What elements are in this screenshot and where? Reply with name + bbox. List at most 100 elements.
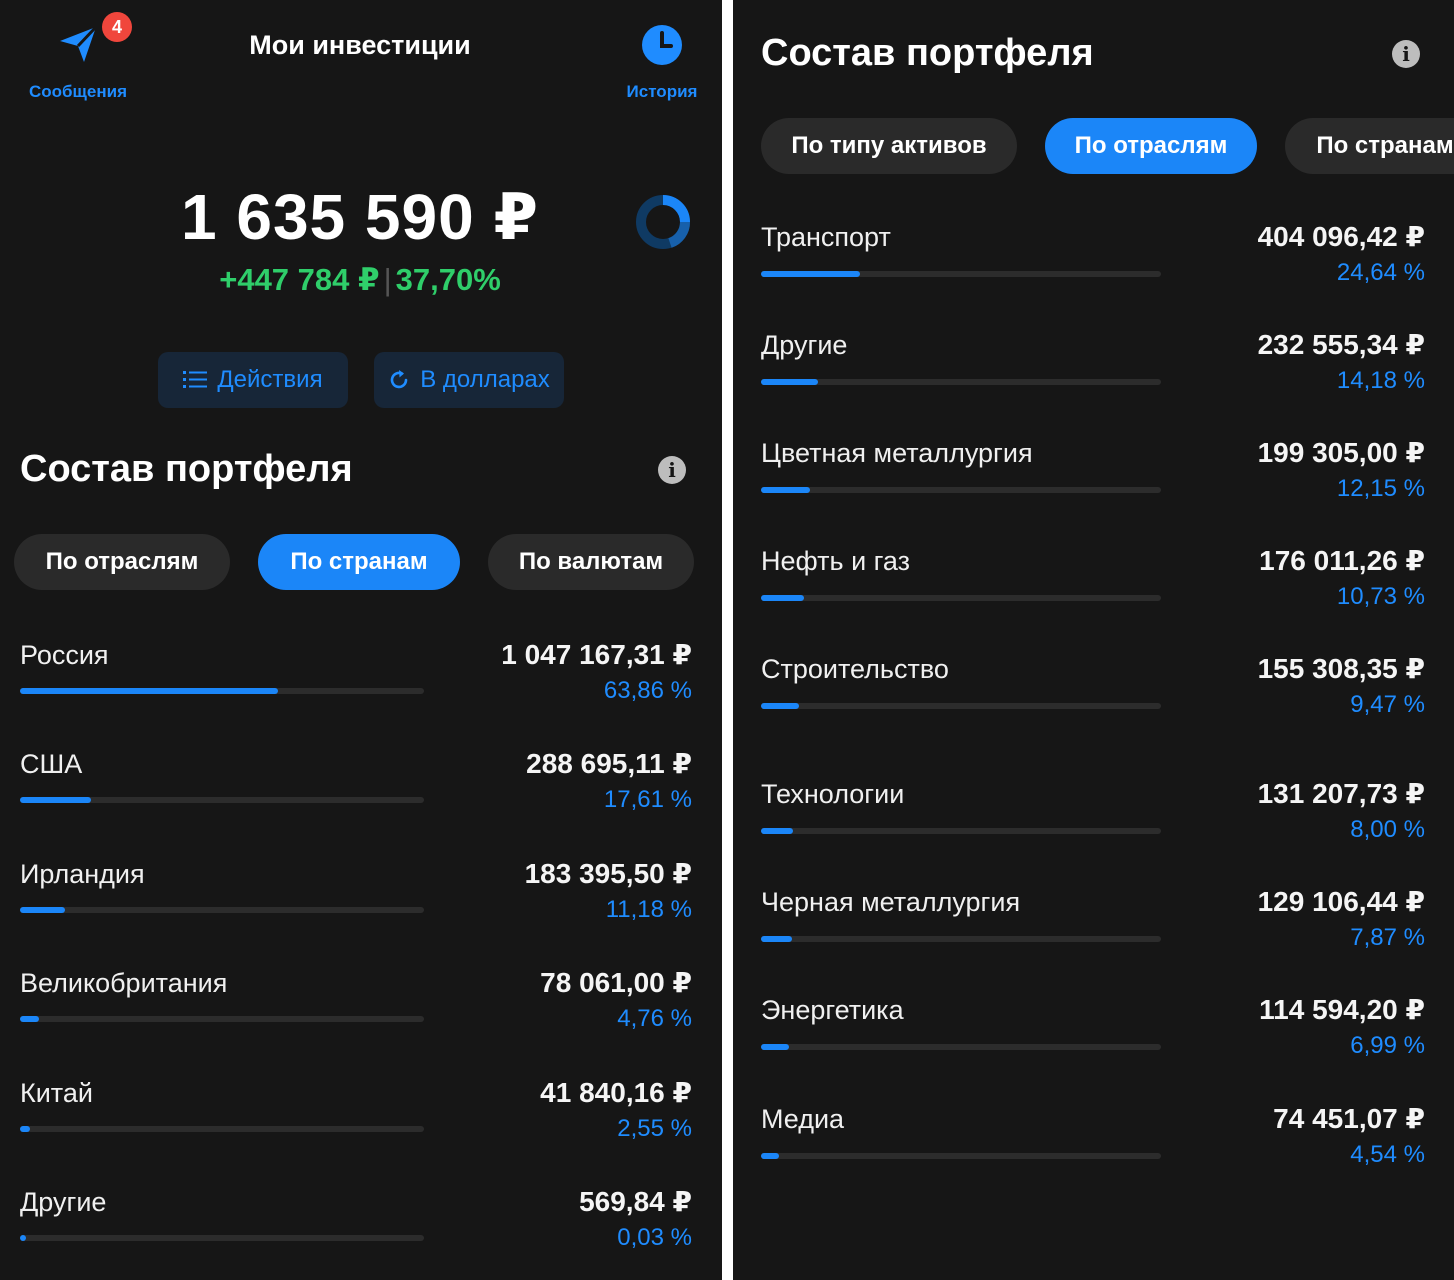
list-item[interactable]: Технологии 131 207,73 ₽ 8,00 %	[733, 778, 1454, 871]
list-item[interactable]: Медиа 74 451,07 ₽ 4,54 %	[733, 1103, 1454, 1196]
list-item[interactable]: Транспорт 404 096,42 ₽ 24,64 %	[733, 221, 1454, 314]
share-bar-fill	[20, 906, 66, 913]
row-label: Ирландия	[20, 858, 145, 889]
row-amount: 404 096,42 ₽	[1257, 221, 1425, 252]
tab-по-странам[interactable]: По странам	[258, 534, 460, 590]
row-percent: 8,00 %	[1350, 816, 1425, 843]
actions-label: Действия	[217, 366, 323, 393]
info-icon[interactable]: i	[658, 456, 686, 484]
share-bar	[761, 379, 1161, 385]
row-percent: 14,18 %	[1336, 367, 1425, 394]
share-bar-fill	[761, 1044, 789, 1050]
row-percent: 11,18 %	[605, 895, 692, 923]
list-item[interactable]: Нефть и газ 176 011,26 ₽ 10,73 %	[733, 545, 1454, 638]
row-amount: 183 395,50 ₽	[524, 857, 692, 889]
row-amount: 78 061,00 ₽	[540, 967, 692, 999]
clock-icon	[642, 25, 682, 65]
row-amount: 569,84 ₽	[579, 1186, 692, 1217]
share-bar	[20, 1235, 424, 1241]
gain-amount: +447 784 ₽	[219, 262, 380, 297]
row-label: Китай	[20, 1077, 93, 1108]
portfolio-gain: +447 784 ₽ | 37,70%	[100, 262, 620, 298]
row-amount: 232 555,34 ₽	[1257, 329, 1425, 360]
share-bar-fill	[761, 271, 860, 277]
list-item[interactable]: Ирландия 183 395,50 ₽ 11,18 %	[0, 857, 722, 951]
row-amount: 1 047 167,31 ₽	[501, 639, 692, 670]
share-bar-fill	[20, 1125, 31, 1132]
share-bar-fill	[20, 1235, 26, 1241]
share-bar-fill	[761, 379, 818, 385]
messages-button[interactable]: 4 Сообщения	[20, 12, 136, 108]
row-amount: 114 594,20 ₽	[1259, 994, 1425, 1025]
row-amount: 41 840,16 ₽	[540, 1076, 692, 1108]
row-label: Цветная металлургия	[761, 438, 1033, 468]
share-bar-fill	[761, 595, 804, 601]
row-percent: 24,64 %	[1336, 259, 1425, 286]
row-amount: 288 695,11 ₽	[526, 748, 692, 780]
share-bar	[761, 487, 1161, 493]
left-screen: 4 Сообщения Мои инвестиции История 1 635…	[0, 0, 722, 1280]
share-bar	[761, 1153, 1161, 1159]
gain-percent: 37,70%	[395, 262, 501, 297]
row-label: Энергетика	[761, 995, 904, 1025]
row-percent: 12,15 %	[1336, 475, 1425, 502]
share-bar	[761, 595, 1161, 601]
row-amount: 199 305,00 ₽	[1257, 437, 1425, 468]
list-item[interactable]: Другие 232 555,34 ₽ 14,18 %	[733, 329, 1454, 422]
list-item[interactable]: Энергетика 114 594,20 ₽ 6,99 %	[733, 994, 1454, 1087]
row-label: Строительство	[761, 654, 949, 684]
in-dollars-button[interactable]: В долларах	[374, 352, 564, 408]
tab-по-странам[interactable]: По странам	[1285, 118, 1454, 174]
gain-separator: |	[383, 262, 392, 297]
share-bar	[761, 271, 1161, 277]
share-bar	[761, 936, 1161, 942]
tab-по-отраслям[interactable]: По отраслям	[1045, 118, 1257, 174]
list-item[interactable]: Цветная металлургия 199 305,00 ₽ 12,15 %	[733, 437, 1454, 530]
row-label: Великобритания	[20, 968, 228, 999]
paper-plane-icon	[60, 25, 98, 62]
messages-label: Сообщения	[29, 82, 127, 101]
row-label: Другие	[20, 1187, 107, 1217]
share-bar	[761, 703, 1161, 709]
tab-по-отраслям[interactable]: По отраслям	[14, 534, 230, 590]
row-percent: 7,87 %	[1350, 924, 1425, 951]
list-item[interactable]: Строительство 155 308,35 ₽ 9,47 %	[733, 653, 1454, 746]
tab-по-типу-активов[interactable]: По типу активов	[761, 118, 1017, 174]
share-bar-fill	[20, 797, 92, 804]
list-item[interactable]: Россия 1 047 167,31 ₽ 63,86 %	[0, 639, 722, 732]
share-bar-fill	[20, 688, 278, 694]
share-bar-fill	[761, 1153, 780, 1159]
tab-по-валютам[interactable]: По валютам	[488, 534, 694, 590]
actions-button[interactable]: Действия	[158, 352, 348, 408]
share-bar-fill	[761, 828, 793, 834]
info-icon[interactable]: i	[1392, 40, 1420, 68]
list-icon	[183, 371, 208, 388]
list-item[interactable]: Великобритания 78 061,00 ₽ 4,76 %	[0, 967, 722, 1060]
share-bar-fill	[20, 1016, 40, 1023]
right-screen: Состав портфеля i По типу активов По отра…	[733, 0, 1454, 1280]
list-item[interactable]: Китай 41 840,16 ₽ 2,55 %	[0, 1076, 722, 1170]
list-item[interactable]: Другие 569,84 ₽ 0,03 %	[0, 1186, 722, 1279]
list-item[interactable]: Черная металлургия 129 106,44 ₽ 7,87 %	[733, 886, 1454, 979]
share-bar-fill	[761, 703, 799, 709]
row-label: Другие	[761, 330, 848, 360]
row-label: Технологии	[761, 779, 905, 809]
row-percent: 2,55 %	[617, 1114, 692, 1142]
row-percent: 17,61 %	[603, 786, 692, 814]
row-percent: 4,76 %	[617, 1005, 692, 1033]
share-bar	[20, 797, 424, 804]
list-item[interactable]: США 288 695,11 ₽ 17,61 %	[0, 748, 722, 841]
portfolio-total: 1 635 590 ₽	[180, 181, 540, 253]
share-bar	[20, 906, 424, 913]
row-label: Транспорт	[761, 222, 891, 252]
row-percent: 6,99 %	[1350, 1032, 1425, 1059]
row-percent: 63,86 %	[603, 677, 692, 704]
donut-chart-icon[interactable]	[634, 193, 692, 251]
row-amount: 155 308,35 ₽	[1257, 653, 1425, 684]
page-title: Мои инвестиции	[249, 30, 471, 60]
share-bar	[20, 688, 424, 694]
refresh-icon	[390, 370, 408, 389]
history-button[interactable]: История	[612, 22, 712, 108]
row-amount: 74 451,07 ₽	[1273, 1103, 1425, 1134]
share-bar	[20, 1016, 424, 1023]
